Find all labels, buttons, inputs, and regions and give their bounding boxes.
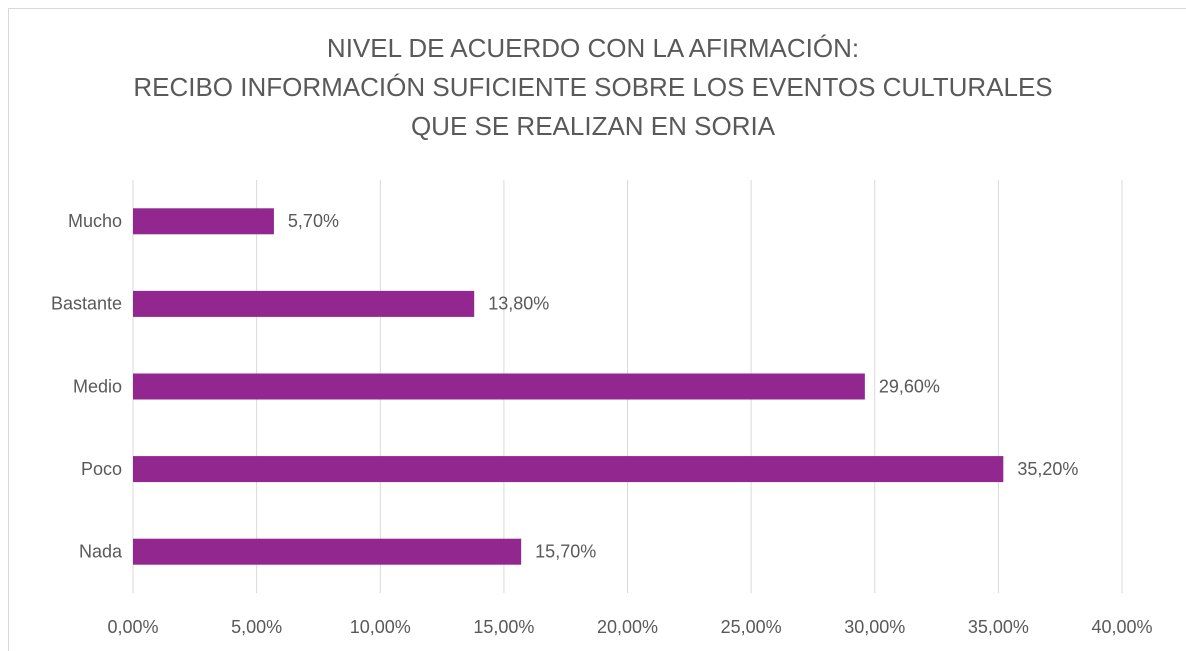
x-tick-label: 40,00% (1091, 617, 1152, 637)
x-tick-label: 0,00% (107, 617, 158, 637)
chart-title: QUE SE REALIZAN EN SORIA (411, 111, 776, 141)
bar (133, 373, 865, 400)
data-label: 35,20% (1017, 459, 1078, 479)
x-tick-label: 10,00% (350, 617, 411, 637)
bar (133, 456, 1004, 483)
y-tick-label: Nada (79, 541, 123, 561)
x-tick-label: 30,00% (844, 617, 905, 637)
data-label: 13,80% (488, 294, 549, 314)
data-label: 29,60% (879, 376, 940, 396)
x-tick-label: 25,00% (721, 617, 782, 637)
x-tick-label: 15,00% (473, 617, 534, 637)
bar (133, 538, 522, 565)
y-tick-label: Bastante (51, 294, 122, 314)
y-tick-label: Mucho (68, 211, 122, 231)
y-tick-label: Poco (81, 459, 122, 479)
chart-title: NIVEL DE ACUERDO CON LA AFIRMACIÓN: (327, 33, 859, 63)
data-label: 15,70% (535, 541, 596, 561)
chart-title: RECIBO INFORMACIÓN SUFICIENTE SOBRE LOS … (133, 72, 1052, 102)
data-label: 5,70% (288, 211, 339, 231)
x-tick-label: 5,00% (231, 617, 282, 637)
x-tick-label: 35,00% (968, 617, 1029, 637)
x-tick-label: 20,00% (597, 617, 658, 637)
y-tick-label: Medio (73, 376, 122, 396)
bar (133, 290, 475, 317)
bar (133, 208, 274, 235)
